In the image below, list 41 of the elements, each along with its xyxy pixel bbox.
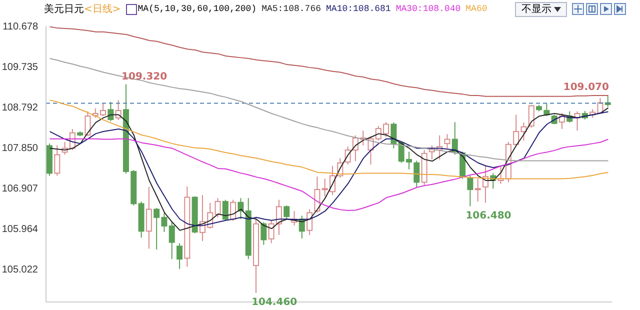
candlestick <box>238 198 244 220</box>
candlestick <box>314 176 320 214</box>
y-tick-label: 105.022 <box>2 264 38 276</box>
candlestick <box>115 100 122 120</box>
candlestick <box>146 186 152 250</box>
candlestick <box>467 175 474 207</box>
candlestick <box>260 222 267 246</box>
line-series <box>49 26 609 97</box>
y-tick-label: 106.907 <box>2 183 38 194</box>
candlestick <box>84 110 91 137</box>
text: MA5:108.766 <box>262 4 322 14</box>
candlestick <box>108 101 114 122</box>
y-tick-label: 105.964 <box>2 224 38 235</box>
annotation: 104.460 <box>252 297 298 308</box>
candlestick <box>474 178 481 202</box>
candlestick <box>306 208 313 236</box>
candlestick <box>528 104 534 128</box>
candlestick <box>176 242 183 270</box>
chart-title: 美元日元 <box>44 2 84 16</box>
candlestick <box>414 160 420 188</box>
y-tick-label: 109.735 <box>2 62 38 74</box>
y-tick-label: 110.678 <box>2 22 38 33</box>
y-tick-label: 108.792 <box>2 102 38 114</box>
candlestick <box>214 198 221 218</box>
text: MA60 <box>466 4 488 14</box>
text: MA10:108.681 <box>326 4 391 14</box>
text: MA30:108.040 <box>396 4 461 14</box>
chart-subtitle: <日线> <box>84 2 121 16</box>
candlestick <box>390 122 397 149</box>
line-series <box>49 58 609 162</box>
annotation: 109.070 <box>563 82 609 94</box>
dropdown-field: 不显示 <box>515 2 567 17</box>
candlestick <box>222 199 228 222</box>
annotation: 106.480 <box>466 210 512 222</box>
y-tick-label: 107.850 <box>2 142 38 154</box>
candlestick <box>284 204 290 220</box>
candlestick <box>54 144 60 176</box>
text: MA(5,10,30,60,100,200) <box>138 4 257 14</box>
candlestick <box>168 222 175 260</box>
annotation: 109.320 <box>122 71 168 82</box>
candlestick <box>444 134 450 149</box>
